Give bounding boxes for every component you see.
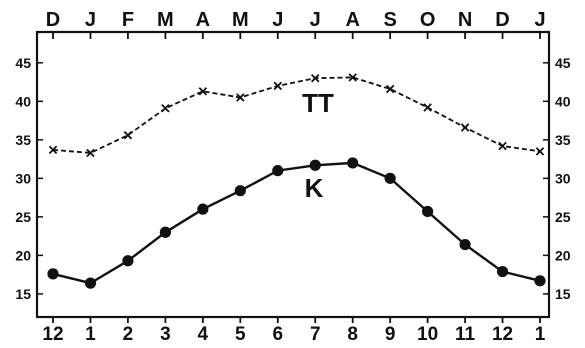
marker-stroke bbox=[423, 103, 432, 112]
data-point-k bbox=[496, 265, 509, 278]
y-tick-label-left: 35 bbox=[15, 132, 31, 148]
data-point-k bbox=[272, 165, 284, 177]
top-month-label: F bbox=[122, 9, 134, 31]
y-tick-label-left: 40 bbox=[15, 93, 31, 109]
data-point-tt bbox=[236, 93, 245, 102]
data-point-tt bbox=[348, 73, 357, 82]
data-point-k bbox=[309, 159, 321, 171]
data-point-k bbox=[234, 185, 246, 197]
marker-stroke bbox=[498, 141, 507, 151]
data-point-tt bbox=[161, 104, 170, 113]
top-month-label: J bbox=[310, 9, 321, 31]
x-tick-label: 12 bbox=[492, 324, 513, 345]
top-month-label: A bbox=[196, 9, 210, 31]
top-month-label: D bbox=[495, 9, 509, 31]
x-tick-label: 8 bbox=[347, 324, 358, 345]
marker-stroke bbox=[236, 93, 245, 102]
y-tick-label-right: 40 bbox=[555, 93, 571, 109]
x-tick-label: 1 bbox=[85, 324, 96, 345]
x-tick-label: 6 bbox=[272, 324, 283, 345]
marker-stroke bbox=[385, 84, 395, 94]
marker-stroke bbox=[198, 87, 208, 96]
series-line-tt bbox=[52, 76, 541, 154]
series-line-k bbox=[52, 161, 541, 285]
data-point-k bbox=[534, 275, 546, 287]
marker-stroke bbox=[348, 73, 357, 82]
y-tick-label-right: 25 bbox=[555, 209, 571, 225]
top-month-label: J bbox=[85, 9, 96, 31]
top-month-label: M bbox=[232, 9, 249, 31]
data-point-k bbox=[459, 238, 471, 251]
data-point-tt bbox=[273, 81, 283, 91]
data-point-tt bbox=[460, 123, 470, 132]
marker-stroke bbox=[161, 104, 170, 113]
data-point-tt bbox=[48, 145, 58, 155]
data-point-tt bbox=[498, 141, 507, 151]
data-point-tt bbox=[310, 73, 320, 83]
top-month-label: N bbox=[458, 9, 472, 31]
data-point-tt bbox=[535, 147, 545, 156]
x-tick-label: 4 bbox=[198, 324, 209, 345]
y-tick-label-right: 15 bbox=[555, 286, 571, 302]
x-tick-label: 12 bbox=[42, 324, 63, 345]
y-tick-label-right: 45 bbox=[555, 55, 571, 71]
y-tick-label-right: 20 bbox=[555, 247, 571, 263]
y-tick-label-left: 25 bbox=[15, 209, 31, 225]
x-tick-label: 1 bbox=[535, 324, 546, 345]
marker-stroke bbox=[310, 73, 320, 83]
x-tick-label: 11 bbox=[455, 324, 476, 345]
y-tick-label-right: 30 bbox=[555, 170, 571, 186]
x-tick-label: 2 bbox=[123, 324, 134, 345]
top-month-label: J bbox=[534, 9, 545, 31]
data-point-k bbox=[347, 157, 359, 169]
data-point-k bbox=[84, 277, 97, 289]
marker-stroke bbox=[123, 130, 133, 140]
marker-stroke bbox=[48, 145, 58, 155]
y-tick-label-left: 30 bbox=[15, 170, 31, 186]
y-tick-label-right: 35 bbox=[555, 132, 571, 148]
y-tick-label-left: 45 bbox=[15, 55, 31, 71]
data-point-k bbox=[197, 203, 209, 215]
marker-stroke bbox=[273, 81, 283, 91]
x-tick-label: 7 bbox=[310, 324, 321, 345]
x-tick-label: 3 bbox=[160, 324, 171, 345]
x-tick-label: 9 bbox=[385, 324, 396, 345]
top-month-label: A bbox=[345, 9, 359, 31]
marker-stroke bbox=[86, 148, 95, 158]
data-point-k bbox=[122, 255, 134, 267]
series-label-tt: TT bbox=[302, 88, 334, 118]
data-point-tt bbox=[423, 103, 432, 112]
series-label-k: K bbox=[305, 173, 324, 203]
data-point-tt bbox=[198, 87, 208, 96]
data-point-k bbox=[384, 172, 396, 184]
data-point-k bbox=[47, 268, 59, 280]
x-tick-label: 5 bbox=[235, 324, 246, 345]
y-tick-label-left: 15 bbox=[15, 286, 31, 302]
top-month-label: J bbox=[272, 9, 283, 31]
x-tick-label: 10 bbox=[417, 324, 438, 345]
top-month-label: D bbox=[46, 9, 60, 31]
top-month-label: S bbox=[383, 9, 396, 31]
plot-frame bbox=[35, 30, 551, 319]
data-point-tt bbox=[385, 84, 395, 94]
marker-stroke bbox=[460, 123, 470, 132]
top-month-label: O bbox=[420, 9, 436, 31]
data-point-tt bbox=[123, 130, 133, 140]
data-point-tt bbox=[86, 148, 95, 158]
data-point-k bbox=[159, 226, 171, 238]
y-tick-label-left: 20 bbox=[15, 247, 31, 263]
top-month-label: M bbox=[157, 9, 174, 31]
data-point-k bbox=[422, 205, 434, 218]
marker-stroke bbox=[535, 147, 545, 156]
